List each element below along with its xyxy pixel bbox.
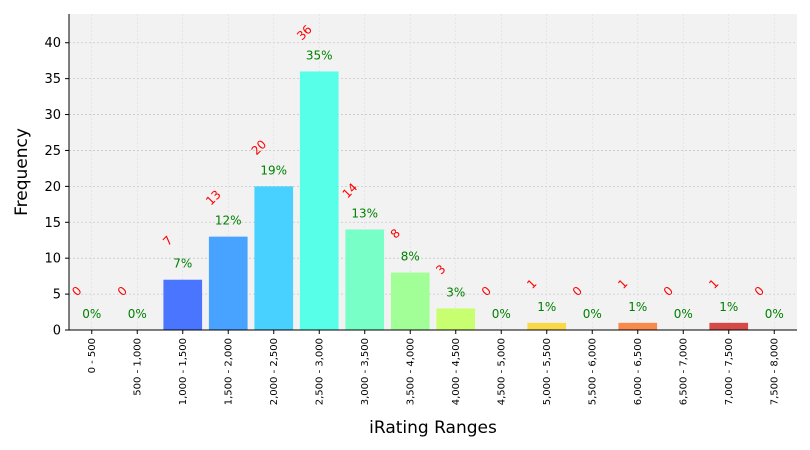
y-tick-label: 35 bbox=[44, 72, 61, 87]
bar bbox=[163, 279, 203, 330]
percent-label: 1% bbox=[719, 300, 738, 314]
x-tick-label: 5,500 - 6,000 bbox=[587, 338, 598, 405]
percent-label: 0% bbox=[765, 307, 784, 321]
x-tick-label: 7,000 - 7,500 bbox=[724, 338, 735, 405]
percent-labels: 0% 0% 7% 12% 19% 35% 13% 8% 3% 0% 1% 0% 1% 0% 1% 0% bbox=[82, 48, 784, 321]
y-tick-label: 25 bbox=[44, 144, 61, 159]
percent-label: 0% bbox=[674, 307, 693, 321]
x-tick-label: 6,500 - 7,000 bbox=[678, 338, 689, 405]
x-tick-label: 6,000 - 6,500 bbox=[633, 338, 644, 405]
y-axis-title: Frequency bbox=[12, 128, 32, 216]
percent-label: 19% bbox=[260, 163, 287, 177]
percent-label: 12% bbox=[215, 214, 242, 228]
percent-label: 0% bbox=[82, 307, 101, 321]
bar bbox=[345, 229, 385, 330]
axes bbox=[68, 14, 797, 331]
x-tick-label: 4,500 - 5,000 bbox=[496, 338, 507, 405]
percent-label: 1% bbox=[537, 300, 556, 314]
x-tick-label: 3,000 - 3,500 bbox=[360, 338, 371, 405]
percent-label: 8% bbox=[401, 250, 420, 264]
x-axis-ticks: 0 - 500 500 - 1,000 1,000 - 1,500 1,500 - 2… bbox=[87, 330, 780, 405]
x-axis-title: iRating Ranges bbox=[369, 418, 497, 438]
grid-lines bbox=[69, 14, 797, 331]
y-tick-label: 0 bbox=[53, 324, 61, 339]
y-tick-label: 15 bbox=[44, 216, 61, 231]
bar bbox=[527, 322, 567, 330]
x-tick-label: 4,000 - 4,500 bbox=[451, 338, 462, 405]
bar bbox=[618, 322, 658, 330]
x-tick-label: 1,000 - 1,500 bbox=[178, 338, 189, 405]
percent-label: 13% bbox=[351, 206, 378, 220]
bar bbox=[254, 186, 294, 330]
percent-label: 1% bbox=[628, 300, 647, 314]
percent-label: 0% bbox=[583, 307, 602, 321]
plot-background bbox=[69, 14, 797, 330]
percent-label: 35% bbox=[306, 48, 333, 62]
bars bbox=[163, 71, 749, 331]
bar bbox=[390, 272, 430, 330]
percent-label: 3% bbox=[446, 285, 465, 299]
y-tick-label: 30 bbox=[44, 108, 61, 123]
y-tick-label: 20 bbox=[44, 180, 61, 195]
x-tick-label: 0 - 500 bbox=[87, 338, 98, 373]
x-tick-label: 1,500 - 2,000 bbox=[223, 338, 234, 405]
percent-label: 0% bbox=[492, 307, 511, 321]
bar bbox=[299, 71, 339, 331]
bar bbox=[709, 322, 749, 330]
x-tick-label: 500 - 1,000 bbox=[132, 338, 143, 396]
x-tick-label: 7,500 - 8,000 bbox=[769, 338, 780, 405]
y-tick-label: 10 bbox=[44, 252, 61, 267]
bar bbox=[208, 236, 248, 330]
y-tick-label: 5 bbox=[53, 288, 61, 303]
x-tick-label: 5,000 - 5,500 bbox=[542, 338, 553, 405]
x-tick-label: 2,000 - 2,500 bbox=[269, 338, 280, 405]
percent-label: 0% bbox=[128, 307, 147, 321]
x-tick-label: 2,500 - 3,000 bbox=[314, 338, 325, 405]
bar bbox=[436, 308, 476, 330]
y-axis-ticks: 0 5 10 15 20 25 30 35 40 bbox=[44, 36, 69, 339]
percent-label: 7% bbox=[173, 257, 192, 271]
y-tick-label: 40 bbox=[44, 36, 61, 51]
x-tick-label: 3,500 - 4,000 bbox=[405, 338, 416, 405]
